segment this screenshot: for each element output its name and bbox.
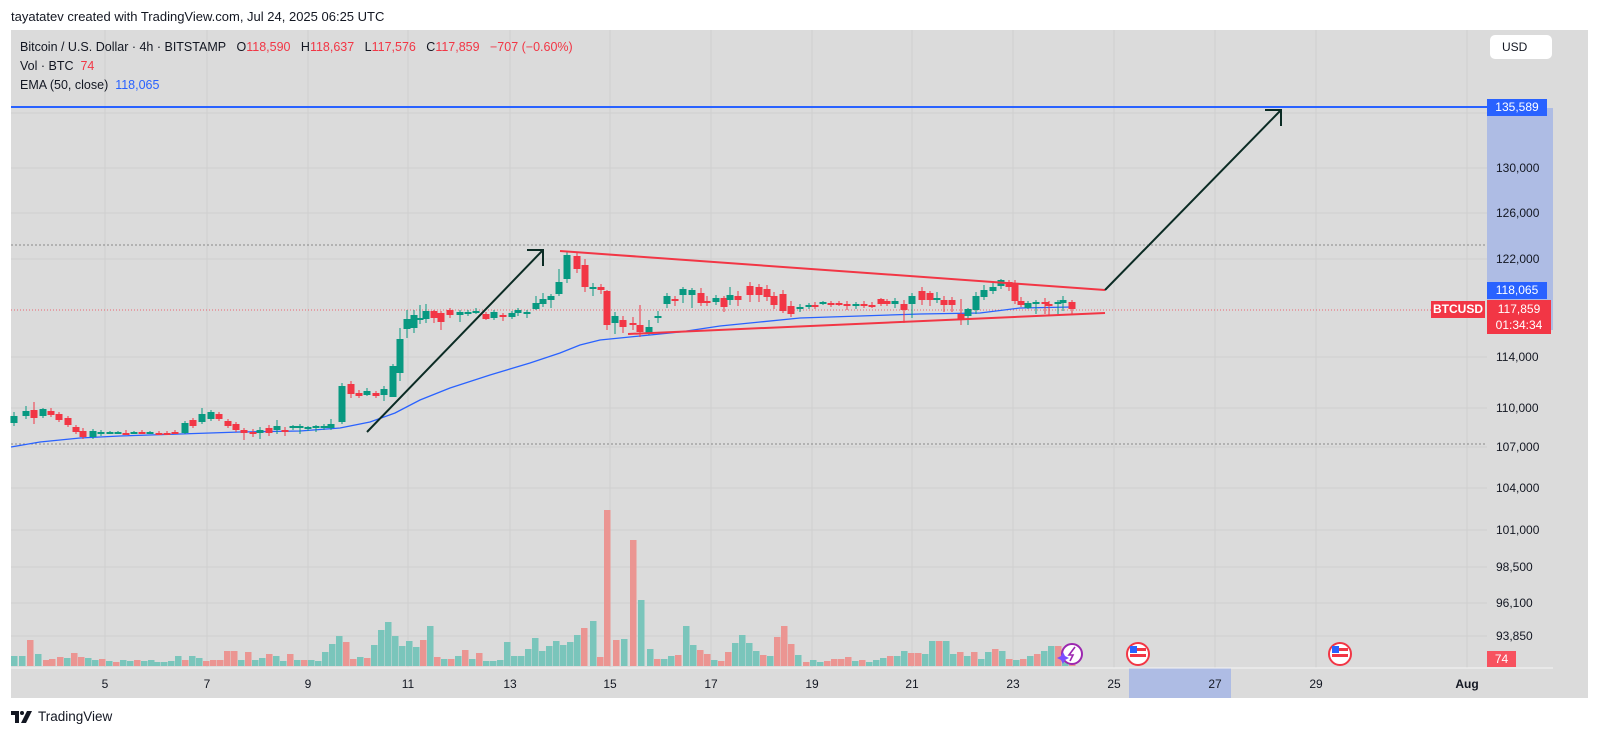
ema-price-tag: 118,065 (1487, 282, 1547, 299)
svg-text:27: 27 (1208, 677, 1222, 691)
triangle-upper-line[interactable] (559, 250, 1106, 291)
svg-text:11: 11 (402, 677, 415, 691)
svg-text:23: 23 (1006, 677, 1020, 691)
svg-text:13: 13 (503, 677, 517, 691)
arrow-impulse[interactable] (366, 249, 544, 433)
ema-row[interactable]: EMA (50, close) 118,065 (20, 78, 160, 92)
symbol-row[interactable]: Bitcoin / U.S. Dollar · 4h · BITSTAMP O1… (20, 40, 573, 54)
svg-text:9: 9 (305, 677, 312, 691)
time-axis[interactable]: 5 7 9 11 13 15 17 19 21 23 25 27 29 Aug (102, 677, 1479, 691)
svg-text:25: 25 (1107, 677, 1121, 691)
candles (10, 252, 1076, 440)
ema-value: 118,065 (115, 78, 160, 92)
brand-name: TradingView (38, 709, 113, 724)
last-price: 117,859 (1497, 302, 1541, 316)
svg-text:15: 15 (603, 677, 617, 691)
svg-text:7: 7 (204, 677, 211, 691)
time-range-highlight (1129, 668, 1231, 698)
tradingview-logo[interactable]: TradingView (11, 709, 112, 724)
change-value: −707 (−0.60%) (490, 40, 573, 54)
svg-text:29: 29 (1309, 677, 1323, 691)
volume-row[interactable]: Vol · BTC 74 (20, 59, 95, 73)
svg-text:19: 19 (805, 677, 819, 691)
last-price-tag: 117,859 01:34:34 (1487, 300, 1551, 334)
volume-value: 74 (80, 59, 95, 73)
svg-text:126,000: 126,000 (1496, 206, 1540, 220)
chart-pane[interactable] (11, 30, 1588, 698)
currency-selector[interactable]: USD (1490, 35, 1552, 59)
svg-text:130,000: 130,000 (1496, 161, 1540, 175)
volume-tag: 74 (1487, 651, 1516, 667)
ema-50-line (10, 306, 1073, 448)
svg-text:5: 5 (102, 677, 109, 691)
bar-countdown: 01:34:34 (1495, 318, 1543, 332)
horizontal-gridlines (11, 112, 1487, 637)
svg-text:114,000: 114,000 (1496, 350, 1539, 364)
high-value: 118,637 (309, 40, 355, 54)
chart-credit: tayatatev created with TradingView.com, … (11, 9, 385, 24)
open-value: 118,590 (246, 40, 291, 54)
svg-text:104,000: 104,000 (1496, 481, 1540, 495)
us-economic-event-icon[interactable] (1328, 642, 1352, 666)
chart-legend: Bitcoin / U.S. Dollar · 4h · BITSTAMP O1… (20, 38, 573, 95)
close-value: 117,859 (435, 40, 480, 54)
svg-text:96,100: 96,100 (1496, 596, 1533, 610)
svg-text:110,000: 110,000 (1496, 401, 1539, 415)
target-price-tag: 135,589 (1487, 99, 1547, 116)
svg-text:107,000: 107,000 (1496, 440, 1540, 454)
ai-event-icon[interactable] (1057, 643, 1083, 665)
triangle-lower-line[interactable] (627, 312, 1106, 335)
symbol-title: Bitcoin / U.S. Dollar · 4h · BITSTAMP (20, 40, 227, 54)
vertical-gridlines (104, 30, 1468, 668)
svg-text:98,500: 98,500 (1496, 560, 1533, 574)
symbol-tag: BTCUSD (1431, 301, 1485, 318)
low-value: 117,576 (371, 40, 416, 54)
svg-text:17: 17 (704, 677, 718, 691)
tradingview-logo-icon (11, 710, 32, 723)
arrow-target[interactable] (1104, 109, 1282, 291)
us-economic-event-icon[interactable] (1126, 642, 1150, 666)
svg-text:Aug: Aug (1455, 677, 1478, 691)
volume-bars (11, 510, 1076, 666)
svg-text:122,000: 122,000 (1496, 252, 1540, 266)
svg-text:101,000: 101,000 (1496, 523, 1540, 537)
price-axis[interactable]: 130,000 126,000 122,000 114,000 110,000 107,0… (1496, 161, 1540, 643)
svg-text:93,850: 93,850 (1496, 629, 1533, 643)
svg-text:21: 21 (905, 677, 919, 691)
